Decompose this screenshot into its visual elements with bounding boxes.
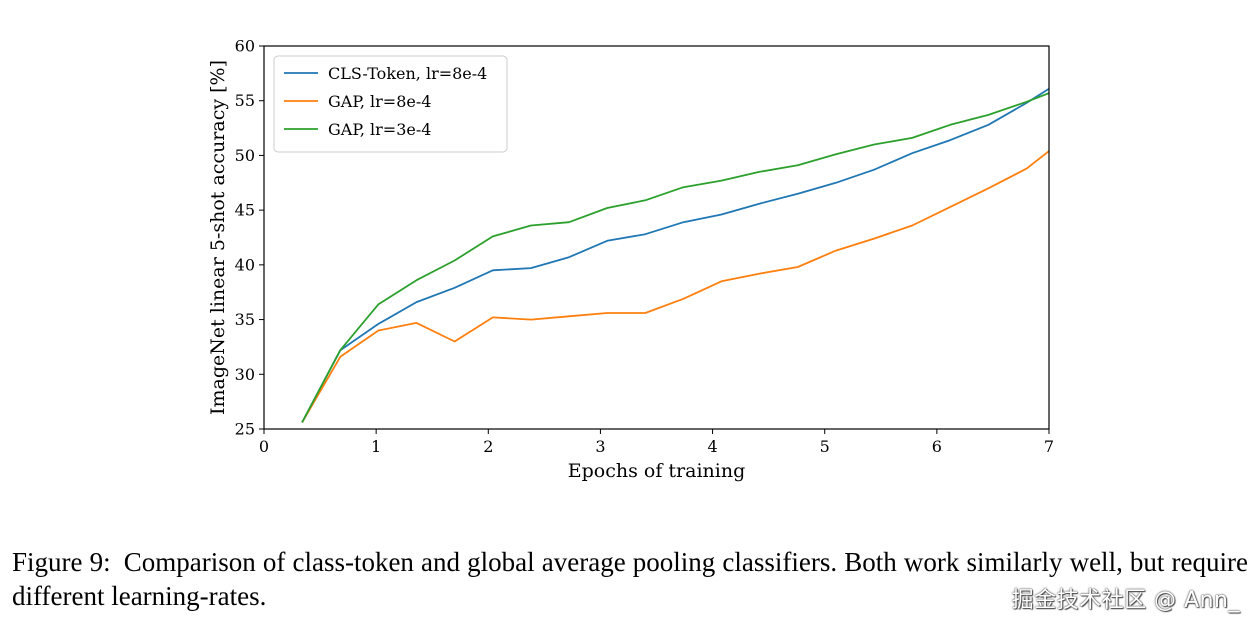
- y-tick-label: 40: [235, 255, 255, 274]
- x-tick-label: 1: [371, 437, 381, 456]
- x-axis: 0 1 2 3 4 5 6 7: [259, 429, 1054, 456]
- x-tick-label: 2: [483, 437, 493, 456]
- figure-caption: Figure 9: Comparison of class-token and …: [12, 545, 1248, 613]
- x-axis-label: Epochs of training: [568, 460, 746, 482]
- x-tick-label: 7: [1044, 437, 1054, 456]
- legend-label: CLS-Token, lr=8e-4: [328, 64, 487, 83]
- series-line-3: [301, 92, 1050, 423]
- x-tick-label: 4: [707, 437, 717, 456]
- legend-label: GAP, lr=8e-4: [328, 92, 431, 111]
- x-tick-label: 0: [259, 437, 269, 456]
- y-axis: 25 30 35 40 45 50 55 60: [235, 37, 264, 439]
- x-tick-label: 6: [932, 437, 942, 456]
- watermark: 掘金技术社区 @ Ann_: [1011, 588, 1240, 613]
- plot-frame: [263, 45, 1050, 430]
- legend-label: GAP, lr=3e-4: [328, 120, 431, 139]
- y-tick-label: 30: [235, 365, 255, 384]
- y-tick-label: 25: [235, 420, 255, 439]
- y-tick-label: 45: [235, 201, 255, 220]
- legend-box: [273, 55, 508, 153]
- y-tick-label: 50: [235, 146, 255, 165]
- y-axis-label: ImageNet linear 5-shot accuracy [%]: [207, 60, 229, 415]
- x-tick-label: 5: [820, 437, 830, 456]
- legend: CLS-Token, lr=8e-4 GAP, lr=8e-4 GAP, lr=3e…: [273, 55, 508, 153]
- caption-text: Comparison of class-token and global ave…: [12, 547, 1249, 611]
- series-layer: [301, 87, 1050, 423]
- series-line-2: [301, 150, 1050, 423]
- y-tick-label: 55: [235, 91, 255, 110]
- y-tick-label: 60: [235, 37, 255, 56]
- caption-label: Figure 9:: [12, 547, 111, 577]
- x-tick-label: 3: [595, 437, 605, 456]
- y-tick-label: 35: [235, 310, 255, 329]
- series-line-1: [301, 87, 1050, 423]
